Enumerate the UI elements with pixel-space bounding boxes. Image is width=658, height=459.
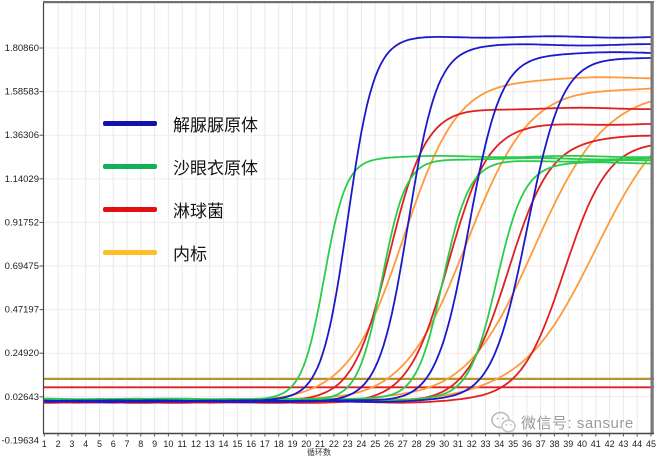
wechat-icon bbox=[491, 411, 516, 433]
x-tick-label: 2 bbox=[56, 439, 61, 449]
x-tick-label: 12 bbox=[191, 439, 201, 449]
x-tick-label: 33 bbox=[481, 439, 491, 449]
legend-item-ct: 沙眼衣原体 bbox=[103, 157, 258, 178]
y-axis-title: Rn bbox=[0, 210, 28, 222]
chart-legend: 解脲脲原体 沙眼衣原体 淋球菌 内标 bbox=[103, 114, 258, 286]
x-tick-label: 6 bbox=[111, 439, 116, 449]
x-tick-label: 30 bbox=[439, 439, 449, 449]
legend-item-uu: 解脲脲原体 bbox=[103, 114, 258, 135]
x-tick-label: 38 bbox=[549, 439, 559, 449]
x-tick-label: 15 bbox=[232, 439, 242, 449]
amplification-curve bbox=[44, 57, 652, 404]
plot-top-border bbox=[43, 1, 654, 4]
x-tick-label: 42 bbox=[605, 439, 615, 449]
x-tick-label: 39 bbox=[563, 439, 573, 449]
y-tick-label: 1.58583 bbox=[5, 87, 39, 98]
y-tick-label: 0.02643 bbox=[5, 392, 39, 403]
uu-color-swatch bbox=[103, 120, 157, 126]
x-tick-label: 13 bbox=[205, 439, 215, 449]
x-axis-title: 循环数 bbox=[307, 448, 331, 457]
x-tick-label: 31 bbox=[453, 439, 463, 449]
x-tick-label: 25 bbox=[370, 439, 380, 449]
x-tick-label: 7 bbox=[125, 439, 130, 449]
x-tick-label: 44 bbox=[632, 439, 642, 449]
x-tick-label: 34 bbox=[494, 439, 504, 449]
x-tick-label: 21 bbox=[315, 439, 325, 449]
legend-label-ng: 淋球菌 bbox=[173, 201, 224, 221]
watermark-text: 微信号: sansure bbox=[521, 415, 634, 432]
ic-color-swatch bbox=[103, 249, 157, 255]
x-tick-label: 8 bbox=[138, 439, 143, 449]
plot-right-border bbox=[650, 1, 654, 433]
x-tick-label: 23 bbox=[343, 439, 353, 449]
x-tick-label: 18 bbox=[274, 439, 284, 449]
x-tick-label: 11 bbox=[178, 439, 187, 449]
y-tick-label: 1.80860 bbox=[5, 43, 39, 54]
x-tick-label: 37 bbox=[536, 439, 546, 449]
x-tick-label: 27 bbox=[398, 439, 408, 449]
x-tick-label: 29 bbox=[425, 439, 435, 449]
x-tick-label: 45 bbox=[646, 439, 656, 449]
ng-color-swatch bbox=[103, 206, 157, 212]
x-tick-label: 41 bbox=[591, 439, 601, 449]
legend-item-ng: 淋球菌 bbox=[103, 200, 258, 221]
x-tick-label: 35 bbox=[508, 439, 518, 449]
watermark: 微信号: sansure bbox=[491, 411, 634, 434]
legend-item-ic: 内标 bbox=[103, 243, 258, 264]
x-tick-label: 24 bbox=[356, 439, 366, 449]
x-tick-label: 5 bbox=[97, 439, 102, 449]
y-tick-label: 0.24920 bbox=[5, 348, 39, 359]
y-tick-label: 0.69475 bbox=[5, 261, 39, 272]
x-tick-label: 26 bbox=[384, 439, 394, 449]
x-tick-label: 43 bbox=[618, 439, 628, 449]
x-tick-label: 40 bbox=[577, 439, 587, 449]
y-tick-label: 0.47197 bbox=[5, 305, 39, 316]
x-tick-label: 1 bbox=[42, 439, 47, 449]
legend-label-uu: 解脲脲原体 bbox=[173, 115, 258, 135]
ct-color-swatch bbox=[103, 163, 157, 169]
x-tick-label: 16 bbox=[246, 439, 256, 449]
amplification-curve bbox=[44, 157, 651, 402]
y-tick-label: -0.19634 bbox=[1, 435, 39, 446]
x-tick-label: 28 bbox=[412, 439, 422, 449]
x-tick-label: 19 bbox=[287, 439, 297, 449]
x-tick-label: 20 bbox=[301, 439, 311, 449]
legend-label-ct: 沙眼衣原体 bbox=[173, 158, 258, 178]
y-tick-label: 0.91752 bbox=[5, 217, 39, 228]
legend-label-ic: 内标 bbox=[173, 244, 207, 264]
x-tick-label: 10 bbox=[163, 439, 173, 449]
x-tick-label: 32 bbox=[467, 439, 477, 449]
x-tick-label: 22 bbox=[329, 439, 339, 449]
x-tick-label: 36 bbox=[522, 439, 532, 449]
x-tick-label: 14 bbox=[219, 439, 229, 449]
y-tick-label: 1.14029 bbox=[5, 174, 39, 185]
y-tick-label: 1.36306 bbox=[5, 130, 39, 141]
x-tick-label: 17 bbox=[260, 439, 270, 449]
x-tick-label: 3 bbox=[69, 439, 74, 449]
x-tick-label: 9 bbox=[152, 439, 157, 449]
x-tick-label: 4 bbox=[83, 439, 88, 449]
